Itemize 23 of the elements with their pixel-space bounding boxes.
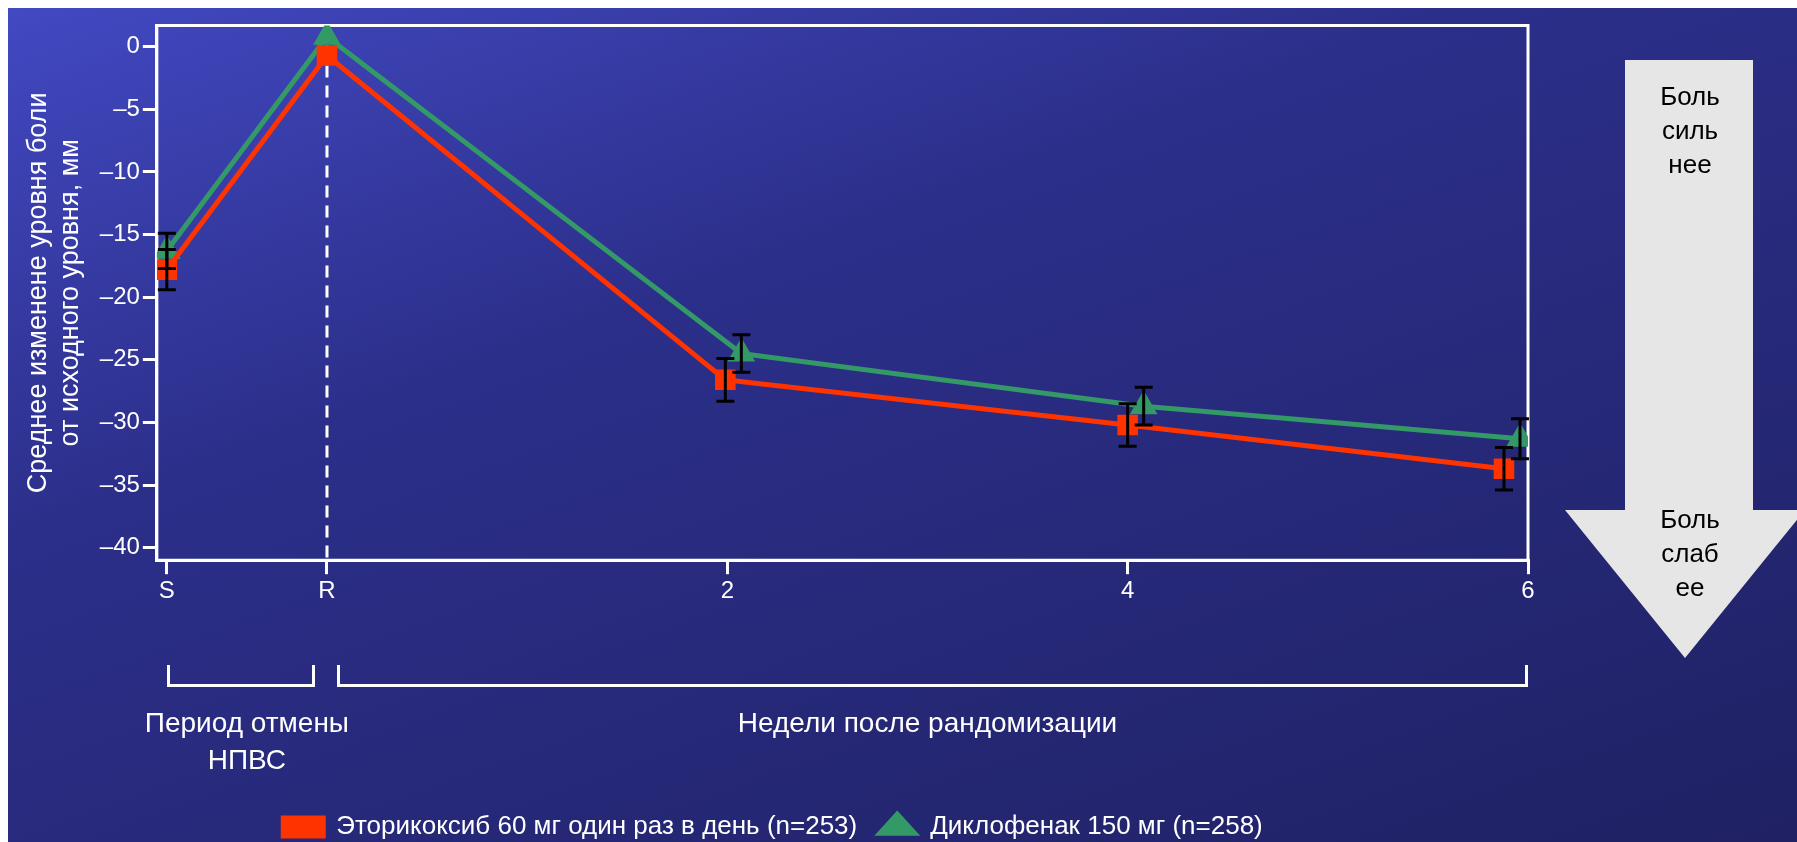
legend-label: Диклофенак 150 мг (n=258) — [930, 810, 1263, 841]
text: Период отмены НПВС — [143, 706, 350, 777]
legend-label: Эторикоксиб 60 мг один раз в день (n=253) — [336, 810, 858, 841]
x-axis-title: Недели после рандомизации — [737, 707, 1118, 739]
y-tick-label: –10 — [99, 156, 140, 184]
y-axis-title: Среднее изменене уровня боли от исходного уровня, мм — [21, 92, 85, 494]
y-tick-label: –35 — [99, 469, 140, 497]
y-tick-label: –20 — [99, 281, 140, 309]
x-tick-label: 6 — [1521, 576, 1535, 604]
x-tick-label: 4 — [1120, 576, 1135, 604]
x-tick-label: R — [318, 576, 336, 604]
text: Боль слаб ее — [1659, 503, 1721, 604]
y-tick-label: –40 — [99, 532, 140, 560]
x-tick-label: S — [158, 576, 175, 604]
x-tick-label: 2 — [720, 576, 734, 604]
y-tick-label: –30 — [99, 407, 140, 435]
point — [314, 25, 340, 45]
y-tick-label: –5 — [113, 93, 140, 121]
y-tick-label: 0 — [126, 31, 140, 59]
y-tick-label: –25 — [99, 344, 140, 372]
text: Боль силь нее — [1659, 80, 1721, 181]
point — [316, 45, 338, 66]
y-tick-label: –15 — [99, 219, 140, 247]
